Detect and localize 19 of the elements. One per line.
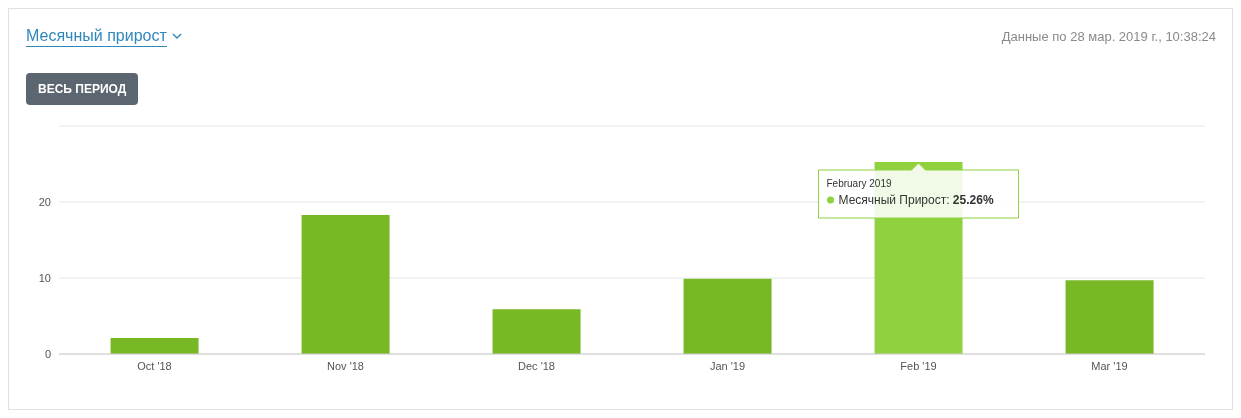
x-tick-label: Dec '18 — [518, 359, 555, 372]
chart-subtitle: Данные по 28 мар. 2019 г., 10:38:24 — [1001, 29, 1216, 44]
y-tick-label: 0 — [44, 347, 51, 360]
bar — [492, 309, 581, 354]
text: ВЕСЬ ПЕРИОД — [26, 73, 139, 105]
annotation: Месячный Прирост: 25.26% — [838, 193, 994, 208]
chart-title: Месячный прирост — [26, 26, 167, 47]
x-tick-label: Mar '19 — [1091, 359, 1128, 372]
x-tick-label: Oct '18 — [137, 359, 172, 372]
annotation: February 2019 — [826, 178, 892, 190]
bar — [110, 338, 199, 354]
y-tick-label: 20 — [38, 195, 51, 208]
bar — [1065, 280, 1154, 354]
x-tick-label: Feb '19 — [900, 359, 937, 372]
y-tick-label: 10 — [38, 271, 51, 284]
x-tick-label: Jan '19 — [709, 359, 746, 372]
bar — [683, 278, 772, 354]
bar — [301, 214, 390, 354]
x-tick-label: Nov '18 — [327, 359, 364, 372]
